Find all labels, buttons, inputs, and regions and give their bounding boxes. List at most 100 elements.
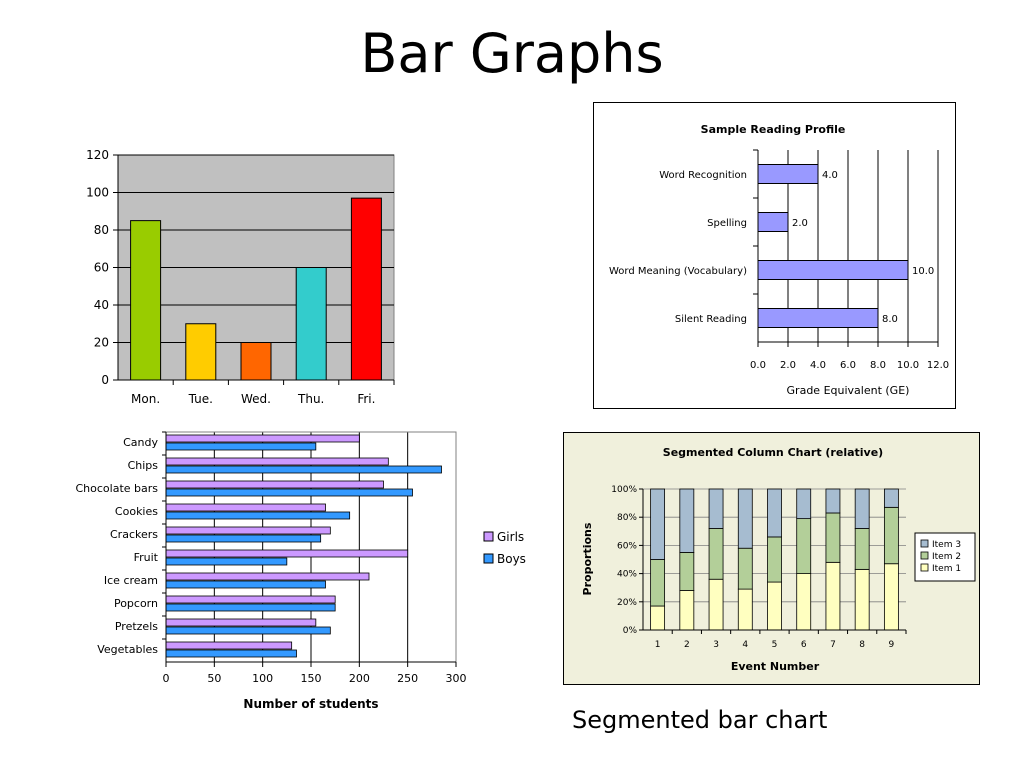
y-axis-label: Proportions	[581, 522, 594, 595]
segment-item-3	[883, 488, 899, 508]
y-tick-label: 80	[94, 223, 109, 237]
category-label: Vegetables	[97, 643, 158, 656]
bar-tue	[185, 323, 217, 381]
segment-item-3	[854, 488, 870, 529]
segment-item-2	[825, 512, 841, 563]
reading-profile-chart: Sample Reading Profile 4.0 2.0 10.0 8.0 Wor…	[593, 102, 956, 409]
legend-swatch-item-2	[920, 551, 929, 560]
segment-item-1	[737, 588, 753, 631]
legend-swatch-item-3	[920, 539, 929, 548]
bar-thu	[295, 267, 327, 381]
segment-item-2	[854, 528, 870, 570]
bar-boys	[165, 580, 326, 589]
category-label: Candy	[123, 436, 158, 449]
segment-item-1	[767, 581, 782, 631]
x-axis-label: Grade Equivalent (GE)	[787, 384, 910, 397]
legend-label: Item 3	[932, 540, 961, 550]
segment-item-1	[679, 590, 695, 631]
segment-item-3	[767, 488, 782, 538]
segment-item-3	[796, 488, 812, 520]
x-tick-label: 0.0	[750, 360, 766, 371]
x-tick-label: 50	[207, 672, 221, 685]
y-tick-label: 100%	[611, 485, 637, 495]
y-tick-label: 100	[86, 186, 109, 200]
x-axis-label: Event Number	[731, 660, 820, 673]
bar-boys	[165, 465, 442, 474]
category-label: Pretzels	[115, 620, 158, 633]
bar-boys	[165, 534, 322, 543]
x-tick-label: 6	[801, 640, 807, 650]
segment-item-2	[650, 559, 666, 607]
chart-frame	[593, 102, 956, 409]
bar-girls	[165, 572, 370, 581]
segment-item-3	[708, 488, 724, 529]
x-axis-label: Number of students	[243, 697, 378, 711]
x-tick-label: 2	[684, 640, 690, 650]
segment-item-2	[679, 552, 695, 591]
bar-mon	[130, 220, 162, 381]
legend-swatch-boys	[483, 553, 494, 564]
segment-item-3	[825, 488, 841, 514]
bar-boys	[165, 488, 413, 497]
x-tick-label: Mon.	[131, 392, 160, 406]
bar-girls	[165, 480, 384, 489]
bar	[757, 308, 879, 328]
data-label: 2.0	[792, 218, 808, 229]
bar-fri	[350, 197, 382, 381]
bar-girls	[165, 549, 409, 558]
segment-item-1	[650, 605, 666, 631]
category-label: Cookies	[115, 505, 158, 518]
bar-boys	[165, 603, 336, 612]
segment-item-3	[650, 488, 666, 560]
bar-girls	[165, 457, 389, 466]
category-label: Word Meaning (Vocabulary)	[609, 266, 747, 277]
segment-item-3	[737, 488, 753, 549]
bar-boys	[165, 557, 288, 566]
segment-item-2	[708, 528, 724, 580]
x-tick-label: Fri.	[357, 392, 375, 406]
y-tick-label: 0%	[623, 626, 638, 636]
data-label: 10.0	[912, 266, 934, 277]
chart-title: Sample Reading Profile	[701, 123, 846, 136]
weekday-bar-chart: 0 20 40 60 80 100 120 Mon. Tue. Wed. Thu. Fri.	[86, 148, 395, 406]
y-tick-label: 40	[94, 298, 109, 312]
category-label: Chocolate bars	[75, 482, 158, 495]
x-tick-label: 7	[830, 640, 836, 650]
category-label: Spelling	[707, 218, 747, 229]
segment-item-1	[854, 568, 870, 631]
bar-girls	[165, 503, 326, 512]
x-tick-label: 100	[252, 672, 273, 685]
bar-wed	[240, 342, 272, 381]
bar-boys	[165, 626, 331, 635]
y-tick-label: 60%	[617, 541, 637, 551]
x-tick-label: 8	[859, 640, 865, 650]
y-tick-label: 120	[86, 148, 109, 162]
bar-girls	[165, 434, 360, 443]
category-label: Ice cream	[104, 574, 158, 587]
y-tick-label: 60	[94, 261, 109, 275]
x-tick-label: 12.0	[927, 360, 949, 371]
bar	[757, 164, 819, 184]
y-tick-label: 40%	[617, 570, 637, 580]
bar-boys	[165, 511, 351, 520]
x-tick-label: 4	[742, 640, 748, 650]
x-tick-label: 9	[889, 640, 895, 650]
segment-item-1	[883, 563, 899, 631]
x-tick-label: 3	[713, 640, 719, 650]
segmented-column-chart: Segmented Column Chart (relative) 0% 20% 4…	[563, 432, 980, 685]
x-tick-label: 200	[349, 672, 370, 685]
segment-item-2	[796, 518, 812, 575]
legend-label: Item 2	[932, 552, 961, 562]
bar-boys	[165, 442, 317, 451]
x-tick-label: Tue.	[188, 392, 213, 406]
bar-girls	[165, 618, 317, 627]
legend-label: Girls	[497, 530, 524, 544]
bar-girls	[165, 595, 336, 604]
segment-item-3	[679, 488, 695, 553]
x-tick-label: 10.0	[897, 360, 919, 371]
bar-boys	[165, 649, 297, 658]
slide-caption: Segmented bar chart	[572, 706, 828, 734]
x-tick-label: 8.0	[870, 360, 886, 371]
data-label: 4.0	[822, 170, 838, 181]
category-label: Crackers	[110, 528, 158, 541]
